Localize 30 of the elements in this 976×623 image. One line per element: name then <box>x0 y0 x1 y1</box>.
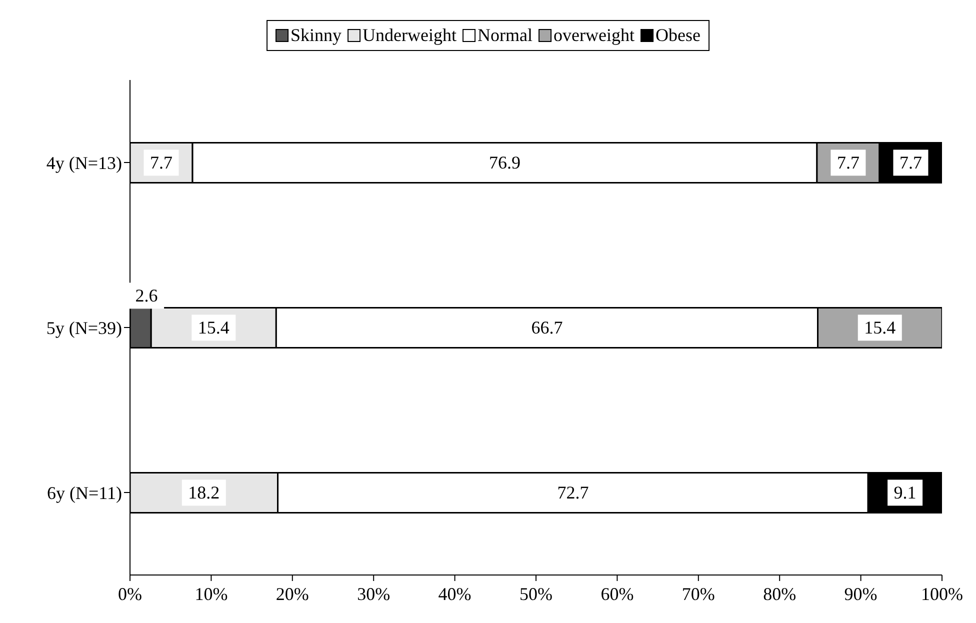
x-tick-label: 100% <box>921 584 963 604</box>
y-tick-label: 6y (N=11) <box>47 482 122 503</box>
x-tick-label: 70% <box>682 584 715 604</box>
data-label: 76.9 <box>488 152 520 173</box>
data-label: 7.7 <box>150 152 173 173</box>
x-tick-label: 90% <box>844 584 878 604</box>
legend-label: Normal <box>476 25 533 46</box>
legend-label: Underweight <box>362 25 457 46</box>
legend-label: overweight <box>552 25 634 46</box>
data-label: 15.4 <box>198 318 230 338</box>
y-tick-label: 5y (N=39) <box>46 318 122 338</box>
y-tick-label: 4y (N=13) <box>46 152 122 173</box>
legend-label: Obese <box>654 25 700 46</box>
x-tick-label: 50% <box>520 584 552 604</box>
data-label: 66.7 <box>531 318 563 338</box>
x-tick-label: 10% <box>194 584 228 604</box>
data-label: 18.2 <box>188 482 220 503</box>
data-label: 7.7 <box>836 152 860 173</box>
x-tick-label: 80% <box>763 584 796 604</box>
x-tick-label: 30% <box>357 584 390 604</box>
data-label: 15.4 <box>864 318 896 338</box>
data-label: 72.7 <box>557 482 589 503</box>
x-tick-label: 20% <box>276 584 309 604</box>
x-tick-label: 40% <box>438 584 472 604</box>
data-label: 2.6 <box>135 286 158 306</box>
x-tick-label: 0% <box>118 584 142 604</box>
x-tick-label: 60% <box>600 584 634 604</box>
legend-label: Skinny <box>290 25 342 46</box>
data-label: 7.7 <box>899 152 922 173</box>
data-label: 9.1 <box>894 482 916 503</box>
